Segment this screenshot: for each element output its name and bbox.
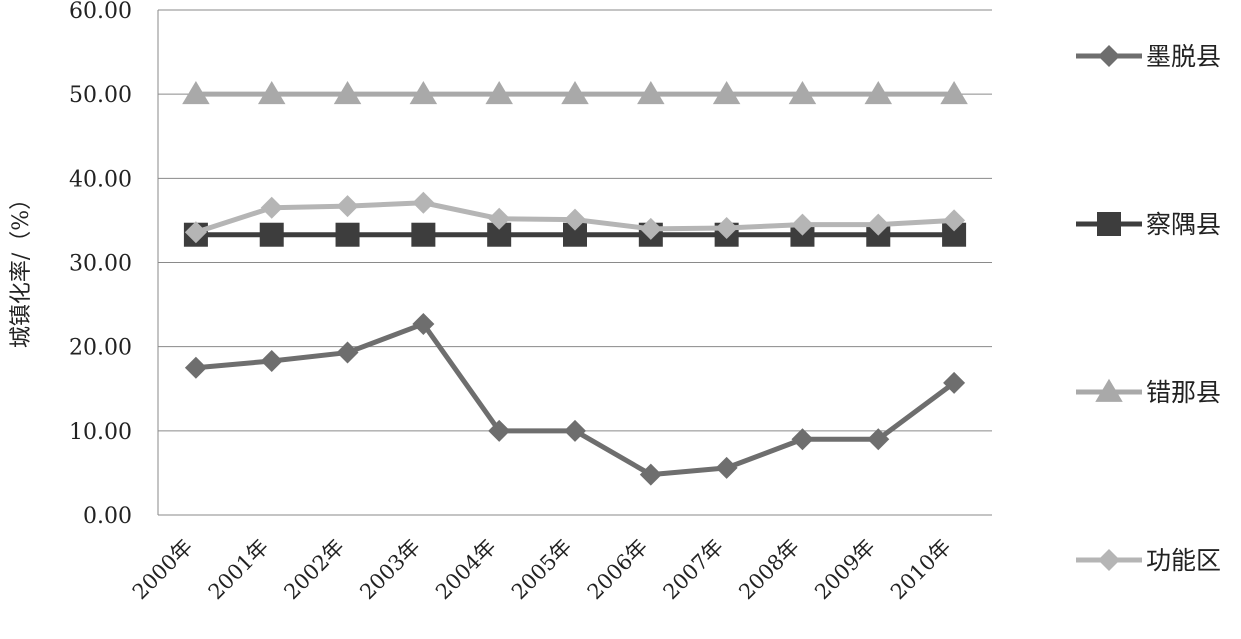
x-tick-label: 2002年: [279, 535, 349, 605]
x-tick-label: 2009年: [810, 535, 880, 605]
y-tick-label: 10.00: [69, 420, 132, 445]
series-group: [182, 80, 968, 486]
data-point: [712, 80, 741, 105]
data-point: [260, 349, 283, 372]
data-point: [259, 222, 284, 247]
y-tick-label: 0.00: [83, 504, 132, 529]
legend-item: 察隅县: [1076, 210, 1221, 239]
data-point: [864, 80, 893, 105]
legend-label: 错那县: [1146, 378, 1221, 407]
data-point: [411, 222, 436, 247]
data-point: [564, 419, 586, 442]
data-point: [488, 419, 511, 442]
legend-label: 墨脱县: [1146, 42, 1221, 71]
data-point: [940, 80, 968, 105]
legend-label: 功能区: [1146, 546, 1221, 575]
legend-item: 墨脱县: [1076, 42, 1221, 71]
series-错那县: [182, 80, 968, 105]
legend-marker: [1098, 45, 1120, 67]
data-point: [333, 80, 362, 105]
data-point: [715, 216, 738, 239]
data-point: [791, 213, 814, 236]
data-point: [564, 208, 586, 231]
data-point: [409, 80, 438, 105]
data-point: [637, 80, 665, 105]
x-tick-label: 2000年: [128, 535, 198, 605]
data-point: [488, 207, 511, 230]
x-tick-label: 2001年: [204, 535, 274, 605]
legend-label: 察隅县: [1146, 210, 1221, 239]
x-tick-label: 2004年: [431, 535, 501, 605]
legend-item: 功能区: [1076, 546, 1221, 575]
y-tick-label: 40.00: [69, 167, 132, 192]
data-point: [412, 191, 435, 214]
x-tick-label: 2008年: [734, 535, 804, 605]
data-point: [561, 80, 589, 105]
y-tick-label: 60.00: [69, 0, 132, 24]
series-墨脱县: [184, 312, 966, 486]
data-point: [867, 213, 890, 236]
data-point: [184, 221, 207, 244]
data-point: [336, 341, 359, 364]
data-point: [715, 456, 738, 479]
data-point: [943, 371, 966, 394]
y-tick-label: 30.00: [69, 252, 132, 277]
data-point: [867, 428, 890, 451]
data-point: [791, 428, 814, 451]
data-point: [788, 80, 817, 105]
legend-marker: [1098, 549, 1120, 571]
legend-marker: [1097, 212, 1121, 236]
y-tick-label: 20.00: [69, 336, 132, 361]
data-point: [260, 196, 283, 219]
data-point: [184, 356, 207, 379]
data-point: [257, 80, 286, 105]
x-tick-label: 2010年: [886, 535, 956, 605]
data-point: [335, 222, 360, 247]
data-point: [943, 209, 966, 232]
x-tick-label: 2003年: [355, 535, 425, 605]
x-tick-label: 2005年: [507, 535, 577, 605]
legend-marker: [1095, 378, 1123, 402]
data-point: [485, 80, 513, 105]
series-功能区: [184, 191, 966, 244]
x-tick-label: 2006年: [583, 535, 653, 605]
y-tick-label: 50.00: [69, 83, 132, 108]
legend-item: 错那县: [1076, 378, 1221, 407]
x-tick-label: 2007年: [659, 535, 729, 605]
data-point: [182, 80, 210, 105]
y-axis-title: 城镇化率/（%）: [9, 188, 34, 348]
data-point: [412, 312, 435, 335]
data-point: [336, 195, 359, 218]
data-point: [639, 217, 662, 240]
data-point: [639, 463, 662, 486]
